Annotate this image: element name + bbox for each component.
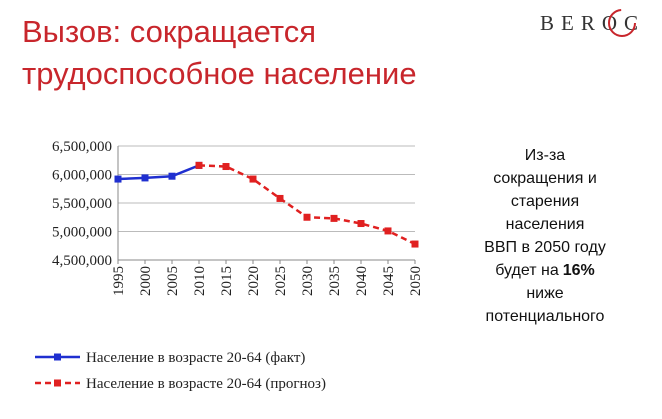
- y-tick-label: 5,000,000: [52, 225, 112, 241]
- annotation-text: ниже: [526, 285, 563, 302]
- annotation-text: населения: [506, 216, 585, 233]
- y-tick-label: 6,500,000: [52, 139, 112, 155]
- y-tick-label: 5,500,000: [52, 196, 112, 212]
- legend-label: Население в возрасте 20-64 (факт): [86, 350, 305, 366]
- annotation-text: 16%: [563, 262, 595, 279]
- point: [411, 240, 419, 248]
- series-line: [117, 164, 200, 181]
- annotation-text: ВВП в 2050 году: [484, 239, 606, 256]
- x-tick-label: 2050: [408, 266, 424, 296]
- point: [303, 213, 311, 221]
- x-tick-label: 2020: [246, 266, 262, 296]
- title-line: Вызов: сокращается: [22, 14, 316, 49]
- x-tick-label: 2015: [219, 266, 235, 296]
- legend-marker: [54, 379, 61, 387]
- point: [384, 227, 392, 235]
- x-tick-label: 2010: [192, 266, 208, 296]
- point: [222, 163, 230, 171]
- annotation-text: потенциального: [486, 308, 605, 325]
- point: [195, 161, 203, 169]
- x-tick-label: 2040: [354, 266, 370, 296]
- x-tick-label: 2000: [138, 266, 154, 296]
- point: [357, 220, 365, 228]
- x-tick-label: 1995: [111, 266, 127, 296]
- point: [114, 175, 122, 183]
- x-tick-label: 2030: [300, 266, 316, 296]
- x-tick-label: 2005: [165, 266, 181, 296]
- annotation: Из-за сокращения и старения населения ВВП в …: [484, 147, 606, 325]
- point: [330, 214, 338, 222]
- annotation-text: будет на: [495, 262, 559, 279]
- annotation-text: старения: [511, 193, 579, 210]
- logo-ring: [608, 9, 636, 37]
- annotation-text: Из-за: [525, 147, 566, 164]
- point: [276, 194, 284, 202]
- y-tick-label: 6,000,000: [52, 168, 112, 184]
- y-tick-label: 4,500,000: [52, 253, 112, 269]
- legend-label: Население в возрасте 20-64 (прогноз): [86, 376, 326, 392]
- series-line: [198, 164, 416, 246]
- x-tick-label: 2045: [381, 266, 397, 296]
- point: [168, 172, 176, 180]
- logo: BEROC: [540, 11, 645, 35]
- x-tick-label: 2035: [327, 266, 343, 296]
- legend-marker: [54, 353, 61, 361]
- title-line: трудоспособное население: [22, 56, 417, 91]
- point: [249, 175, 257, 183]
- x-tick-label: 2025: [273, 266, 289, 296]
- annotation-text: сокращения и: [493, 170, 597, 187]
- point: [141, 174, 149, 182]
